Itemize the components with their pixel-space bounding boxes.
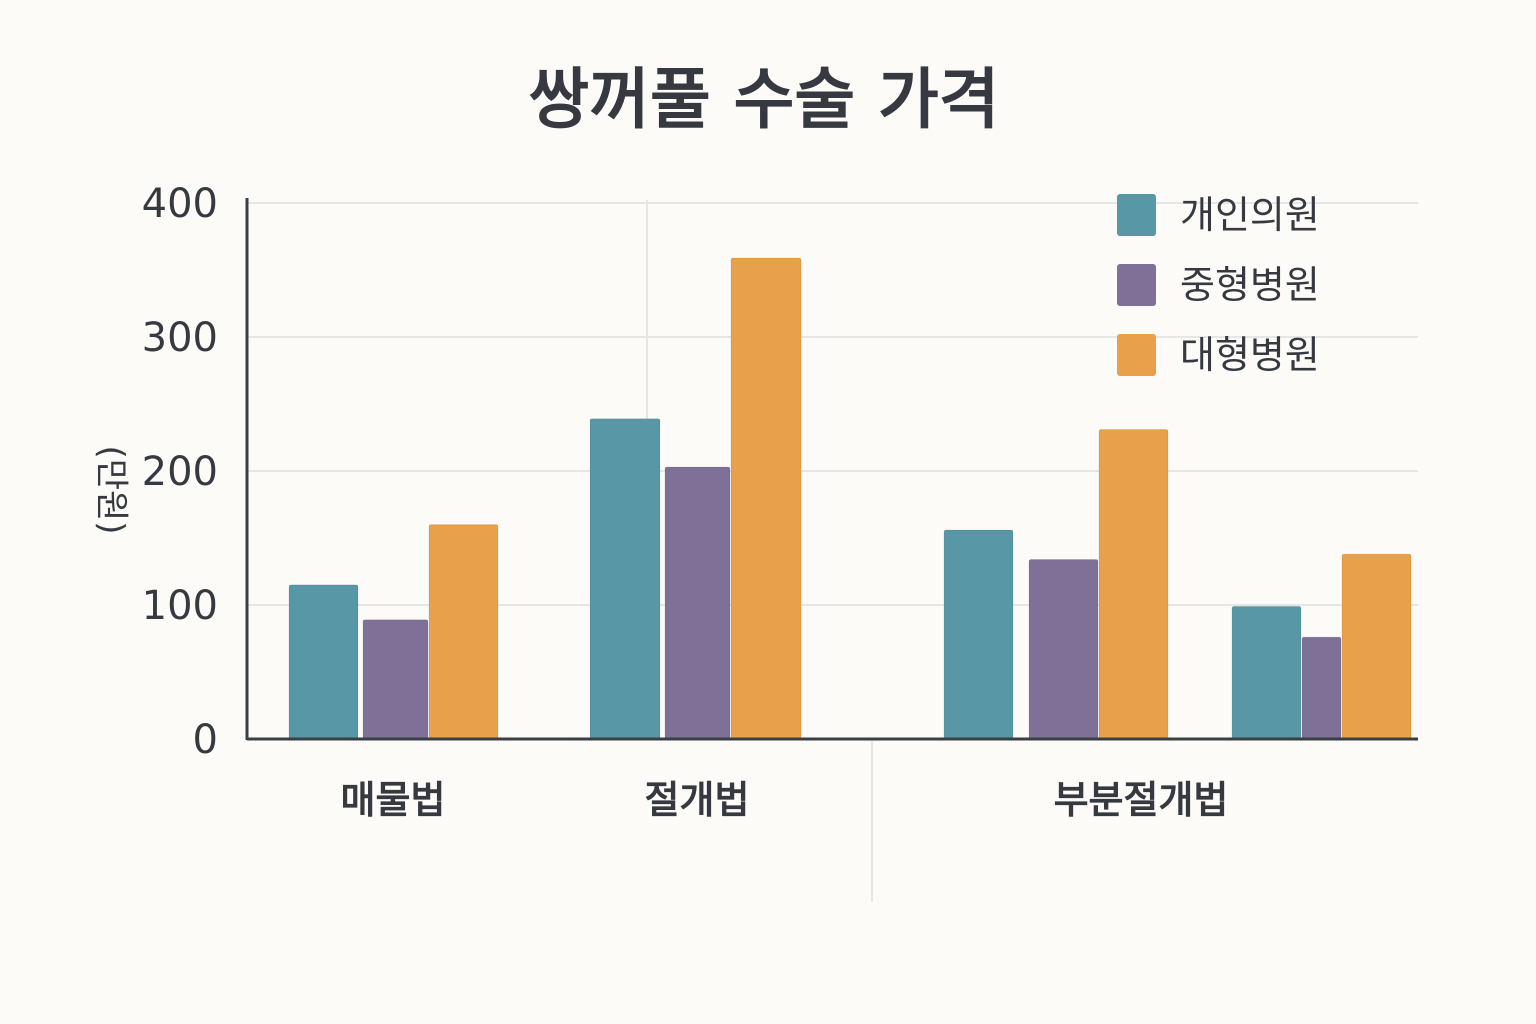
legend-swatch — [1117, 194, 1156, 236]
legend-swatch — [1117, 264, 1156, 306]
bar-4-series-3 — [1341, 553, 1412, 740]
bar-1-series-3 — [428, 524, 499, 740]
bar-2-series-3 — [730, 257, 802, 740]
legend-label: 대형병원 — [1180, 333, 1320, 377]
category-label: 매물법 — [341, 778, 446, 822]
legend-swatch — [1117, 334, 1156, 376]
chart-title: 쌍꺼풀 수술 가격 — [529, 61, 1000, 138]
y-tick-label: 200 — [142, 449, 218, 495]
y-tick-label: 300 — [142, 315, 218, 361]
bar-1-series-1 — [288, 584, 359, 740]
bar-3-series-2 — [1028, 558, 1099, 740]
bar-3-series-1 — [943, 529, 1014, 740]
y-tick-label: 0 — [193, 717, 218, 763]
bar-4-series-1 — [1231, 605, 1302, 740]
bar-2-series-1 — [589, 418, 661, 740]
y-tick-label: 400 — [142, 181, 218, 227]
legend-label: 개인의원 — [1180, 193, 1320, 237]
legend-label: 중형병원 — [1180, 263, 1320, 307]
category-labels: 매물법 절개법 부분절개법 — [341, 778, 1229, 822]
category-label: 부분절개법 — [1054, 778, 1229, 822]
bar-4-series-2 — [1301, 636, 1342, 740]
bar-2-series-2 — [664, 466, 731, 740]
category-label: 절개법 — [645, 778, 750, 822]
y-tick-labels: 0 100 200 300 400 — [142, 181, 218, 763]
y-axis-label: (만원) — [91, 445, 131, 534]
bar-1-series-2 — [362, 619, 429, 740]
bars — [288, 257, 1412, 740]
bar-3-series-3 — [1098, 428, 1169, 740]
axes — [245, 198, 1418, 741]
y-tick-label: 100 — [142, 583, 218, 629]
